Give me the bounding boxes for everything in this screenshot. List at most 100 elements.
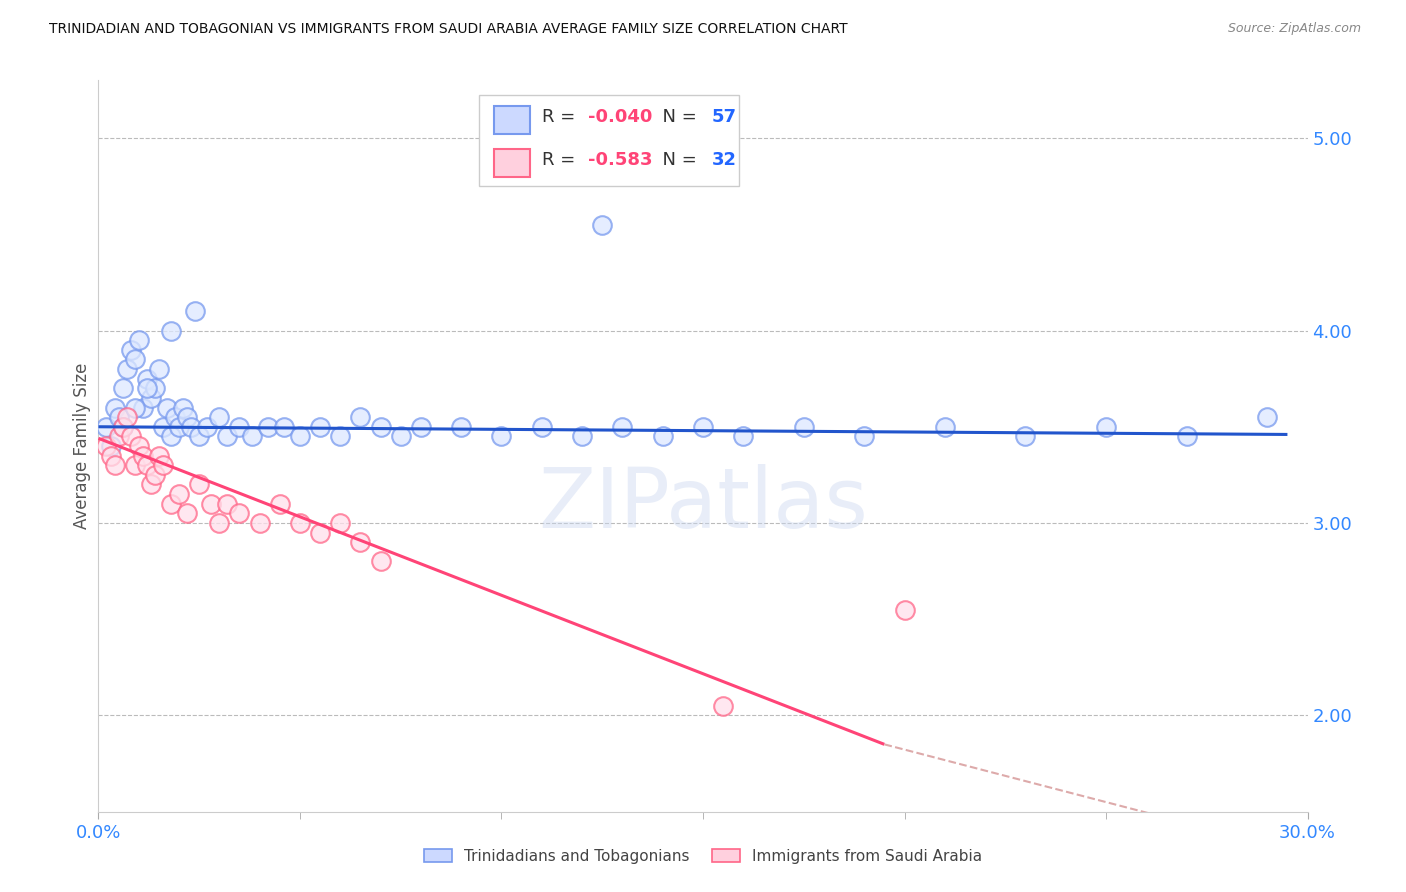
Point xyxy=(100,449,122,463)
Point xyxy=(132,401,155,415)
Text: ZIPatlas: ZIPatlas xyxy=(538,464,868,545)
Point xyxy=(163,410,186,425)
Point xyxy=(612,419,634,434)
Text: N =: N = xyxy=(651,151,703,169)
Point xyxy=(139,477,162,491)
Point xyxy=(491,429,513,443)
Point xyxy=(148,362,170,376)
Point xyxy=(100,439,122,453)
Point xyxy=(152,458,174,473)
Text: Source: ZipAtlas.com: Source: ZipAtlas.com xyxy=(1227,22,1361,36)
Point xyxy=(208,410,231,425)
Point xyxy=(733,429,755,443)
Point xyxy=(148,449,170,463)
Point xyxy=(893,602,915,616)
Text: R =: R = xyxy=(543,151,581,169)
Point xyxy=(591,218,613,232)
Point xyxy=(853,429,876,443)
Point xyxy=(249,516,271,530)
Point xyxy=(188,429,211,443)
Bar xyxy=(494,149,530,178)
Point xyxy=(107,429,129,443)
Point xyxy=(571,429,593,443)
Point xyxy=(200,497,222,511)
Point xyxy=(409,419,432,434)
Point xyxy=(156,401,179,415)
Point xyxy=(111,419,134,434)
Point xyxy=(309,419,332,434)
Point xyxy=(176,507,198,521)
Point xyxy=(228,419,250,434)
Point xyxy=(128,333,150,347)
Point xyxy=(103,458,125,473)
Point xyxy=(217,497,239,511)
Point xyxy=(349,410,371,425)
Point xyxy=(120,429,142,443)
Point xyxy=(139,391,162,405)
Point xyxy=(349,535,371,549)
Point xyxy=(167,419,190,434)
Point xyxy=(135,381,157,395)
Bar xyxy=(494,106,530,134)
Point xyxy=(256,419,278,434)
Point xyxy=(1095,419,1118,434)
Bar xyxy=(479,95,740,186)
Point xyxy=(288,429,311,443)
Point xyxy=(450,419,472,434)
Point xyxy=(124,352,146,367)
Legend: Trinidadians and Tobagonians, Immigrants from Saudi Arabia: Trinidadians and Tobagonians, Immigrants… xyxy=(418,843,988,870)
Y-axis label: Average Family Size: Average Family Size xyxy=(73,363,91,529)
Point xyxy=(160,324,183,338)
Point xyxy=(111,381,134,395)
Point xyxy=(793,419,815,434)
Point xyxy=(934,419,956,434)
Point xyxy=(132,449,155,463)
Point xyxy=(96,419,118,434)
Point xyxy=(389,429,412,443)
Point xyxy=(1175,429,1198,443)
Point xyxy=(288,516,311,530)
Point xyxy=(273,419,295,434)
Point xyxy=(530,419,553,434)
Point xyxy=(143,467,166,482)
Point xyxy=(115,410,138,425)
Point xyxy=(370,419,392,434)
Text: -0.040: -0.040 xyxy=(588,108,652,126)
Text: 57: 57 xyxy=(711,108,737,126)
Point xyxy=(329,429,352,443)
Text: -0.583: -0.583 xyxy=(588,151,652,169)
Point xyxy=(195,419,218,434)
Point xyxy=(711,698,734,713)
Point xyxy=(309,525,332,540)
Point xyxy=(370,554,392,568)
Point xyxy=(167,487,190,501)
Text: 32: 32 xyxy=(711,151,737,169)
Text: N =: N = xyxy=(651,108,703,126)
Point xyxy=(172,401,194,415)
Point xyxy=(188,477,211,491)
Point xyxy=(103,401,125,415)
Point xyxy=(240,429,263,443)
Point xyxy=(135,371,157,385)
Point xyxy=(184,304,207,318)
Point xyxy=(135,458,157,473)
Point xyxy=(111,419,134,434)
Point xyxy=(180,419,202,434)
Point xyxy=(107,410,129,425)
Point xyxy=(692,419,714,434)
Point xyxy=(143,381,166,395)
Text: R =: R = xyxy=(543,108,581,126)
Text: TRINIDADIAN AND TOBAGONIAN VS IMMIGRANTS FROM SAUDI ARABIA AVERAGE FAMILY SIZE C: TRINIDADIAN AND TOBAGONIAN VS IMMIGRANTS… xyxy=(49,22,848,37)
Point xyxy=(651,429,673,443)
Point xyxy=(120,343,142,357)
Point xyxy=(152,419,174,434)
Point xyxy=(115,362,138,376)
Point xyxy=(128,439,150,453)
Point xyxy=(217,429,239,443)
Point xyxy=(269,497,291,511)
Point xyxy=(176,410,198,425)
Point xyxy=(96,439,118,453)
Point xyxy=(160,429,183,443)
Point xyxy=(124,401,146,415)
Point xyxy=(208,516,231,530)
